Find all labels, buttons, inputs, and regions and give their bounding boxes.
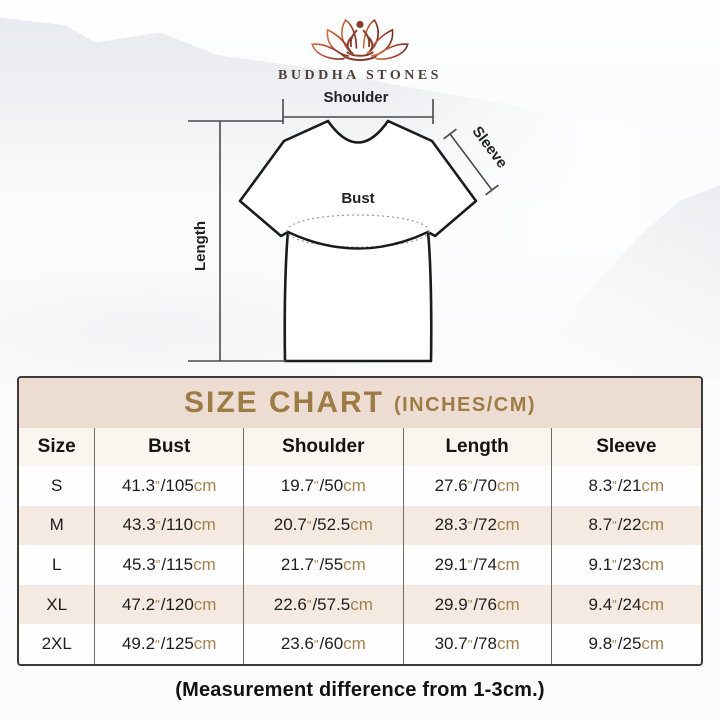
size-chart-table: SIZE CHART (INCHES/CM) Size Bust Shoulder L… bbox=[17, 376, 703, 666]
sleeve-value-cell: 9.8 "/25 cm bbox=[588, 634, 665, 654]
shoulder-value-cell: 23.6 "/60 cm bbox=[244, 624, 404, 664]
sleeve-value-cell: 9.1 "/23 cm bbox=[588, 554, 665, 574]
table-row-2xl: 2XL 49.2 "/125 cm 23.6 "/60 cm 30.7 "/78 cm 9.8 "/2… bbox=[19, 624, 701, 664]
bust-value-cell: 43.3 "/110 cm bbox=[95, 505, 245, 546]
table-row-xl: XL 47.2 "/120 cm 22.6 "/57.5 cm 29.9 "/76 cm 9.4 " /… bbox=[19, 584, 701, 625]
length-value-cell: 28.3 "/72 cm bbox=[404, 505, 552, 546]
column-header-shoulder: Shoulder bbox=[244, 428, 404, 466]
length-value-cell: 30.7 "/78 cm bbox=[404, 624, 552, 664]
measurement-note: (Measurement difference from 1-3cm.) bbox=[175, 679, 545, 701]
column-header-size: Size bbox=[19, 428, 96, 466]
shoulder-value-cell: 19.7 "/50 cm bbox=[244, 466, 404, 506]
shoulder-value-cell: 21.7 "/55 cm bbox=[244, 545, 404, 585]
shoulder-value-cell: 22.6 "/57.5 cm bbox=[244, 584, 404, 625]
tshirt-measurement-diagram: Shoulder Bust Length Sleeve bbox=[183, 84, 527, 380]
shoulder-label: Shoulder bbox=[323, 89, 388, 106]
measurement-lines bbox=[188, 99, 499, 362]
bust-value-cell: 47.2 "/120 cm bbox=[95, 584, 245, 625]
sleeve-value-cell: 8.7 "/22 cm bbox=[588, 515, 665, 535]
length-value-cell: 27.6 "/70 cm bbox=[404, 466, 552, 506]
lotus-meditation-icon bbox=[311, 18, 409, 62]
sleeve-value-cell: 8.3 "/21 cm bbox=[588, 475, 665, 495]
size-chart-units-suffix: (INCHES/CM) bbox=[393, 393, 537, 416]
bust-value-cell: 45.3 "/115 cm bbox=[95, 545, 245, 585]
sleeve-value-cell: 9.4 "/24 cm bbox=[588, 594, 665, 614]
length-value-cell: 29.9 "/76 cm bbox=[404, 584, 552, 625]
bust-label: Bust bbox=[341, 190, 374, 207]
length-value-cell: 29.1 "/74 cm bbox=[404, 545, 552, 585]
brand-name: BUDDHA STONES bbox=[278, 68, 442, 83]
table-row-s: S 41.3 "/105 cm 19.7 "/50 cm 27.6 "/70 cm 8.3 "/21 c… bbox=[19, 466, 701, 506]
column-header-length: Length bbox=[404, 428, 552, 466]
size-chart-title: SIZE CHART bbox=[183, 386, 384, 419]
table-row-m: M 43.3 "/110 cm 20.7 "/52.5 cm 28.3 "/72 cm 8.7 "/2… bbox=[19, 505, 701, 546]
bust-curve bbox=[287, 230, 429, 250]
shoulder-value-cell: 20.7 "/52.5 cm bbox=[244, 505, 404, 546]
size-table-header: Size Bust Shoulder Length Sleeve bbox=[19, 428, 701, 466]
length-label: Length bbox=[192, 221, 209, 271]
bust-value-cell: 41.3 "/105 cm bbox=[95, 466, 245, 506]
size-cell: 2XL bbox=[19, 624, 96, 664]
size-cell: L bbox=[19, 545, 96, 585]
size-chart-title-bar: SIZE CHART (INCHES/CM) bbox=[19, 378, 701, 428]
size-table-body: S 41.3 "/105 cm 19.7 "/50 cm 27.6 "/70 cm 8.3 "/21 c… bbox=[19, 466, 701, 664]
size-cell: XL bbox=[19, 584, 96, 625]
sleeve-label: Sleeve bbox=[468, 123, 510, 171]
tshirt-outline bbox=[238, 119, 478, 363]
size-cell: M bbox=[19, 505, 96, 546]
bust-value-cell: 49.2 "/125 cm bbox=[95, 624, 245, 664]
column-header-bust: Bust bbox=[95, 428, 245, 466]
size-cell: S bbox=[19, 466, 96, 506]
bust-dotted-ellipse bbox=[286, 214, 430, 248]
table-row-l: L 45.3 "/115 cm 21.7 "/55 cm 29.1 "/74 cm 9.1 "/23 c… bbox=[19, 545, 701, 585]
column-header-sleeve: Sleeve bbox=[596, 436, 657, 457]
brand-header: BUDDHA STONES bbox=[0, 10, 720, 84]
tshirt-diagram-svg: Shoulder Bust Length Sleeve bbox=[188, 89, 511, 363]
